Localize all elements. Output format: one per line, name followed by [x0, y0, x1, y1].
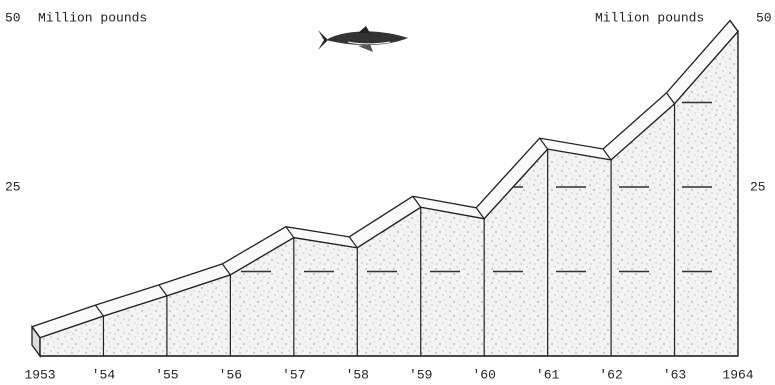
top-edge — [158, 284, 168, 297]
top-edge — [285, 226, 295, 239]
top-edge — [412, 195, 422, 208]
top-edge — [729, 20, 739, 32]
x-tick-label: '54 — [92, 367, 116, 382]
x-tick-label: '59 — [409, 367, 432, 382]
y-tick-label: 50 — [5, 10, 21, 25]
x-tick-label: '63 — [663, 367, 686, 382]
y-tick-label: 25 — [750, 179, 766, 194]
y-tick-label: 50 — [756, 10, 772, 25]
top-edge — [348, 236, 358, 249]
y-axis-label: Million pounds — [595, 10, 704, 25]
y-axis-label: Million pounds — [38, 10, 147, 25]
x-tick-label: '58 — [346, 367, 369, 382]
x-tick-label: '60 — [472, 367, 495, 382]
x-tick-label: '57 — [282, 367, 305, 382]
x-tick-label: 1964 — [722, 367, 753, 382]
x-tick-label: '61 — [536, 367, 560, 382]
x-tick-label: '62 — [599, 367, 622, 382]
fish-icon — [318, 26, 408, 52]
top-edge — [475, 207, 485, 220]
top-edge — [666, 92, 676, 105]
y-tick-label: 25 — [5, 179, 21, 194]
x-tick-label: '56 — [219, 367, 242, 382]
top-edge — [602, 148, 612, 161]
top-edge — [539, 137, 549, 150]
top-edge — [31, 326, 41, 339]
x-tick-label: '55 — [155, 367, 178, 382]
top-edge — [94, 304, 104, 317]
area — [39, 29, 739, 357]
x-tick-label: 1953 — [24, 367, 55, 382]
top-edge — [221, 263, 231, 276]
